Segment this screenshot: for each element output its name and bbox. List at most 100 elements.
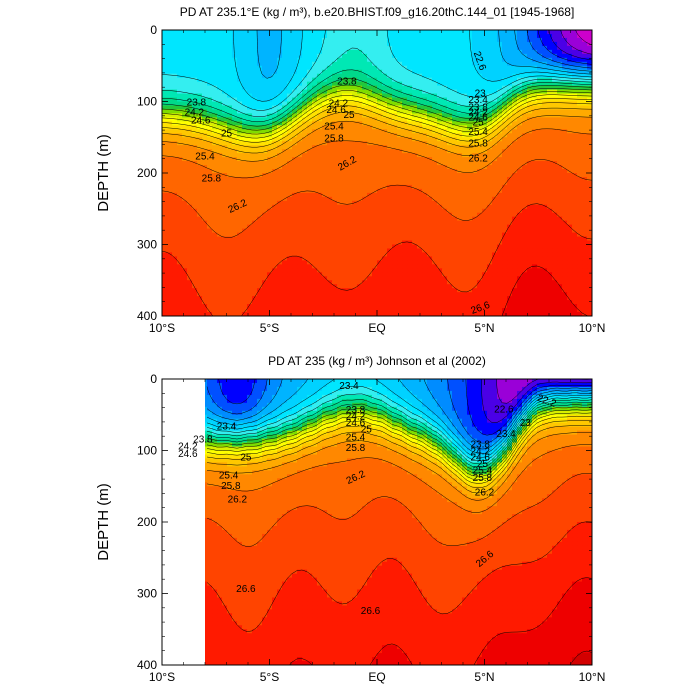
contour-cell (422, 204, 428, 210)
contour-cell (382, 232, 388, 238)
contour-cell (392, 129, 398, 134)
contour-cell (397, 113, 403, 118)
contour-cell (482, 89, 488, 95)
contour-cell (162, 61, 168, 67)
contour-cell (472, 137, 478, 142)
contour-cell (457, 184, 463, 190)
contour-cell (442, 184, 448, 190)
contour-cell (567, 192, 573, 198)
contour-cell (397, 129, 403, 134)
contour-cell (392, 57, 398, 63)
contour-cell (397, 173, 403, 178)
contour-cell (317, 30, 323, 35)
contour-cell (557, 89, 563, 95)
contour-cell (422, 101, 428, 107)
contour-cell (352, 57, 358, 63)
contour-cell (372, 173, 378, 178)
contour-cell (497, 200, 503, 206)
contour-cell (347, 256, 353, 261)
contour-cell (217, 180, 223, 186)
contour-cell (272, 49, 278, 55)
contour-cell (212, 109, 218, 115)
contour-cell (502, 161, 508, 166)
contour-cell (337, 153, 343, 158)
contour-cell (337, 125, 343, 130)
contour-cell (317, 184, 323, 190)
contour-cell (267, 141, 273, 146)
contour-cell (407, 224, 413, 230)
contour-cell (367, 105, 373, 111)
contour-cell (507, 208, 513, 214)
contour-cell (512, 53, 518, 59)
contour-cell (512, 141, 518, 146)
contour-cell (442, 252, 448, 258)
contour-cell (467, 244, 473, 250)
contour-cell (452, 97, 458, 103)
contour-cell (497, 133, 503, 138)
contour-cell (162, 121, 168, 126)
contour-cell (512, 240, 518, 246)
contour-cell (277, 30, 283, 35)
contour-cell (432, 65, 438, 71)
contour-cell (312, 208, 318, 214)
contour-cell (397, 85, 403, 91)
contour-cell (182, 224, 188, 230)
contour-cell (582, 153, 588, 158)
contour-cell (342, 133, 348, 138)
contour-cell (232, 69, 238, 75)
contour-cell (567, 109, 573, 115)
contour-cell (167, 236, 173, 242)
contour-cell (497, 89, 503, 95)
contour-cell (427, 117, 433, 122)
contour-cell (197, 37, 203, 43)
contour-cell (437, 216, 443, 222)
contour-cell (217, 69, 223, 75)
contour-cell (177, 228, 183, 234)
contour-cell (532, 41, 538, 47)
contour-cell (562, 105, 568, 111)
contour-cell (342, 188, 348, 194)
contour-cell (327, 57, 333, 63)
contour-cell (527, 65, 533, 71)
contour-cell (562, 208, 568, 214)
contour-cell (257, 105, 263, 111)
contour-cell (547, 188, 553, 194)
contour-cell (567, 65, 573, 71)
contour-cell (182, 153, 188, 158)
contour-cell (177, 57, 183, 63)
contour-cell (277, 200, 283, 206)
contour-cell (452, 165, 458, 170)
contour-cell (412, 220, 418, 226)
contour-cell (207, 141, 213, 146)
contour-cell (372, 93, 378, 99)
contour-cell (532, 133, 538, 138)
contour-cell (307, 216, 313, 222)
contour-cell (372, 236, 378, 242)
contour-cell (262, 61, 268, 67)
contour-cell (162, 101, 168, 107)
contour-cell (317, 228, 323, 234)
contour-cell (217, 105, 223, 111)
contour-cell (402, 53, 408, 59)
contour-cell (172, 133, 178, 138)
contour-cell (162, 176, 168, 182)
contour-cell (497, 137, 503, 142)
contour-cell (217, 240, 223, 246)
contour-cell (217, 57, 223, 63)
contour-cell (217, 220, 223, 226)
contour-cell (412, 161, 418, 166)
contour-cell (467, 228, 473, 234)
contour-cell (307, 57, 313, 63)
contour-cell (352, 228, 358, 234)
contour-cell (312, 212, 318, 218)
contour-cell (347, 81, 353, 87)
contour-cell (197, 224, 203, 230)
contour-cell (372, 161, 378, 166)
contour-cell (577, 30, 583, 35)
contour-cell (567, 121, 573, 126)
contour-cell (407, 157, 413, 162)
contour-cell (237, 204, 243, 210)
contour-cell (347, 105, 353, 111)
contour-cell (257, 65, 263, 71)
contour-cell (537, 33, 543, 39)
